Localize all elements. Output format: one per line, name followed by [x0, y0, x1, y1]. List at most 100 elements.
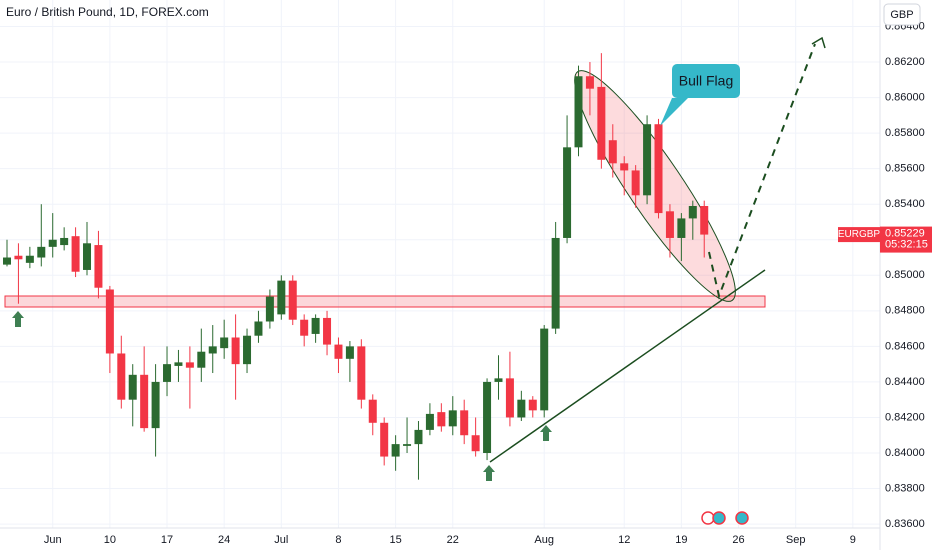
symbol-tag-text: EURGBP [838, 229, 881, 240]
symbol-tag [838, 227, 880, 243]
y-tick-label: 0.84800 [885, 305, 925, 317]
chart-title: Euro / British Pound, 1D, FOREX.com [6, 5, 209, 19]
x-tick-label: 24 [218, 534, 230, 546]
candle-body [505, 378, 514, 418]
projection-path [708, 43, 816, 300]
candle-body [140, 374, 149, 429]
candle-body [334, 344, 343, 359]
candle-body [380, 422, 389, 457]
y-tick-label: 0.83600 [885, 518, 925, 530]
x-tick-label: 9 [850, 534, 856, 546]
candle-body [265, 296, 274, 322]
candle-body [323, 317, 332, 345]
up-arrow [540, 425, 552, 441]
candle-body [300, 319, 309, 336]
x-tick-label: 10 [104, 534, 116, 546]
candle-body [208, 346, 217, 354]
x-tick-label: Jul [274, 534, 288, 546]
callout-pointer [660, 98, 688, 126]
candle-body [231, 337, 240, 365]
event-icon[interactable] [701, 511, 715, 525]
candle-body [105, 289, 114, 354]
trend-line [489, 269, 766, 463]
candle-body [437, 412, 446, 427]
candle-body [448, 410, 457, 427]
x-tick-label: Jun [44, 534, 62, 546]
axis: 0.83600 0.83800 0.84000 0.84200 0.84400 0.846… [44, 20, 925, 546]
candle-body [517, 399, 526, 418]
candle-body [585, 76, 594, 89]
candle-body [277, 280, 286, 315]
candle-body [403, 444, 412, 446]
candle-body [414, 429, 423, 445]
candle-body [597, 86, 606, 160]
candle-body [48, 239, 57, 247]
support-zone [4, 295, 766, 308]
candle-body [368, 399, 377, 423]
candle-body [254, 321, 263, 336]
y-tick-label: 0.84600 [885, 340, 925, 352]
x-tick-label: 22 [447, 534, 459, 546]
candle-body [643, 124, 652, 196]
y-tick-label: 0.84000 [885, 447, 925, 459]
candle-body [220, 337, 229, 349]
candle-body [654, 124, 663, 214]
candle-body [243, 335, 252, 365]
y-tick-label: 0.85800 [885, 127, 925, 139]
candle-body [311, 317, 320, 334]
projection-arrowhead [811, 36, 826, 49]
candle-body [163, 364, 172, 382]
candle-body [128, 374, 137, 400]
candle-body [83, 243, 92, 270]
candle-body [631, 170, 640, 196]
candle-body [71, 236, 80, 272]
candle-body [700, 205, 709, 235]
candle-body [197, 351, 206, 368]
candle-body [608, 140, 617, 164]
x-tick-label: 26 [732, 534, 744, 546]
price-tag-countdown: 05:32:15 [885, 238, 928, 250]
callout-text: Bull Flag [679, 73, 733, 89]
x-tick-label: 19 [675, 534, 687, 546]
candle-body [357, 346, 366, 400]
candle-body [174, 362, 183, 366]
candle-body [14, 255, 23, 260]
price-tag [880, 226, 932, 253]
candle-body [677, 218, 686, 238]
callout-box [672, 64, 740, 98]
x-tick-label: 8 [335, 534, 341, 546]
candle-body [540, 328, 549, 411]
y-tick-label: 0.83800 [885, 482, 925, 494]
candle-body [574, 76, 583, 148]
up-arrow [12, 311, 24, 327]
event-icon[interactable] [735, 511, 749, 525]
candle-body [185, 362, 194, 368]
x-tick-label: Aug [534, 534, 554, 546]
y-tick-label: 0.86000 [885, 91, 925, 103]
y-tick-label: 0.85000 [885, 269, 925, 281]
y-tick-label: 0.85600 [885, 163, 925, 175]
candle-body [551, 237, 560, 329]
y-tick-label: 0.86200 [885, 56, 925, 68]
event-icon[interactable] [712, 511, 726, 525]
candle-body [288, 280, 297, 320]
candle-body [60, 237, 69, 246]
grid [0, 0, 880, 528]
candle-body [460, 410, 469, 436]
currency-button-label[interactable]: GBP [890, 9, 913, 21]
candle-body [37, 246, 46, 258]
candle-body [25, 255, 34, 263]
candles [3, 53, 709, 480]
candle-body [494, 378, 503, 382]
candle-body [665, 211, 674, 238]
up-arrow [483, 465, 495, 481]
candle-body [391, 444, 400, 457]
y-tick-label: 0.84400 [885, 376, 925, 388]
x-tick-label: Sep [786, 534, 806, 546]
currency-button[interactable] [883, 3, 921, 26]
y-tick-label: 0.85400 [885, 198, 925, 210]
candle-body [151, 381, 160, 429]
candle-body [563, 147, 572, 238]
candle-body [620, 163, 629, 171]
